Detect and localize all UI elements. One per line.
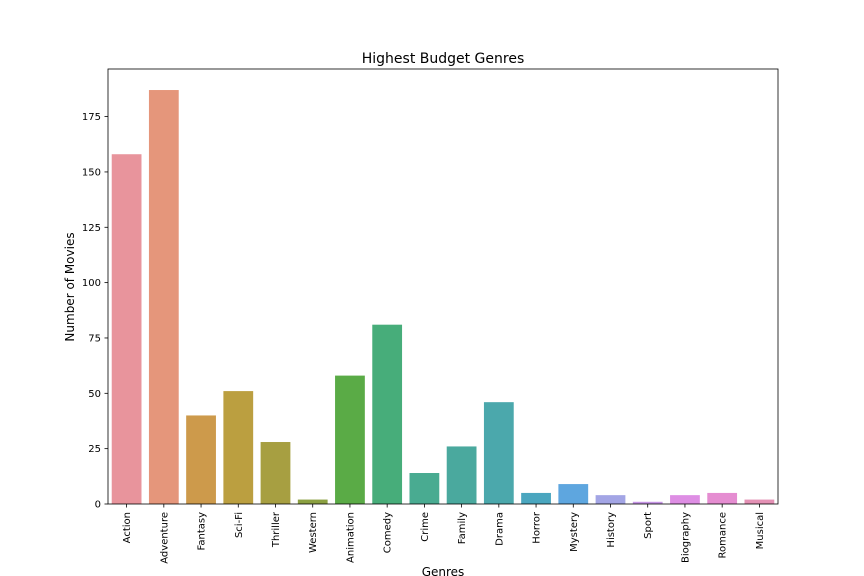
bar-adventure [148, 90, 179, 505]
y-tick-label: 150 [82, 167, 101, 178]
y-tick-label: 125 [82, 223, 101, 234]
x-tick-label: Biography [680, 512, 691, 563]
x-tick-label: Family [457, 512, 468, 544]
x-tick-label: Thriller [271, 511, 282, 548]
y-tick-label: 25 [88, 444, 101, 455]
bar-thriller [260, 442, 291, 504]
x-tick-label: History [606, 512, 617, 548]
bar-sci-fi [223, 391, 254, 504]
bar-drama [483, 402, 514, 504]
x-axis-ticks: Action Adventure Fantasy Sci-Fi Thriller West… [122, 504, 766, 564]
x-axis-title: Genres [422, 565, 465, 576]
x-tick-label: Mystery [569, 512, 580, 552]
plot-frame [107, 68, 779, 505]
bar-mystery [558, 484, 589, 504]
bar-action [111, 154, 142, 504]
y-axis-title: Number of Movies [63, 232, 77, 341]
bar-horror [521, 492, 551, 504]
y-tick-label: 100 [82, 278, 101, 289]
bar-comedy [372, 324, 403, 504]
bar-biography [670, 495, 700, 504]
bar-romance [707, 492, 738, 504]
y-tick-label: 75 [88, 333, 101, 344]
x-tick-label: Horror [532, 511, 543, 544]
x-tick-label: Animation [345, 512, 356, 563]
x-tick-label: Drama [494, 512, 505, 546]
bar-fantasy [186, 415, 216, 504]
x-tick-label: Musical [755, 512, 766, 549]
x-tick-label: Western [308, 512, 319, 553]
bar-history [595, 495, 626, 504]
x-tick-label: Adventure [159, 512, 170, 564]
y-tick-label: 50 [88, 389, 101, 400]
x-tick-label: Romance [718, 512, 729, 558]
chart-title: Highest Budget Genres [362, 51, 525, 67]
bars-group [111, 90, 775, 505]
x-tick-label: Sci-Fi [234, 512, 245, 538]
bar-animation [335, 375, 365, 504]
y-tick-label: 0 [95, 500, 101, 511]
bar-crime [409, 473, 440, 504]
y-axis-ticks: 0 25 50 75 100 125 150 175 [82, 112, 108, 511]
y-tick-label: 175 [82, 112, 101, 123]
bar-sport [632, 501, 663, 504]
bar-musical [744, 499, 775, 504]
x-tick-label: Action [122, 512, 133, 543]
x-tick-label: Sport [643, 512, 654, 539]
bar-western [297, 499, 328, 504]
x-tick-label: Comedy [383, 512, 394, 553]
x-tick-label: Fantasy [197, 512, 208, 551]
bar-family [446, 446, 477, 504]
x-tick-label: Crime [420, 512, 431, 542]
